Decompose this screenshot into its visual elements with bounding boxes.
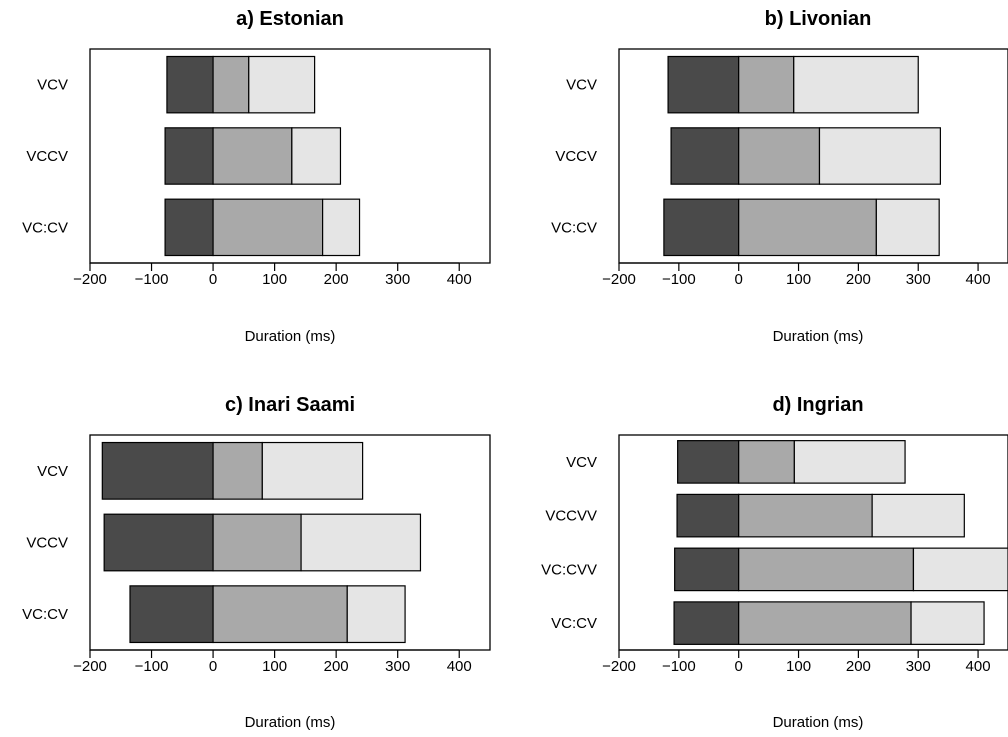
bar-vccvv-segment-2 [738,547,915,592]
bar-vccv-segment-3 [346,585,406,644]
panel-title: c) Inari Saami [225,394,355,416]
x-tick-label: 200 [324,658,349,675]
x-tick-label: 100 [786,658,811,675]
x-tick-label: 200 [846,271,871,288]
panel-3: c) Inari Saami VCV VCCV VC:CV −200 −100 0 100 20… [22,394,491,731]
x-tick-label: 300 [385,271,410,288]
x-tick-label: 300 [906,271,931,288]
bar-vcv-segment-2 [738,440,795,484]
x-tick-label: −100 [662,271,696,288]
x-tick-label: −200 [602,271,636,288]
bar-vccv-segment-2 [212,513,302,572]
category-label: VCCV [555,148,597,165]
category-label: VC:CV [551,615,597,632]
bar-vccv-segment-1 [164,127,214,185]
bar-vcv-segment-2 [738,55,795,114]
bar-vccv-segment-1 [670,127,740,185]
category-label: VCCV [26,148,68,165]
x-axis-label: Duration (ms) [773,714,864,731]
panel-title: b) Livonian [765,8,872,30]
bar-vccv-segment-2 [212,585,348,644]
x-tick-label: 400 [447,271,472,288]
bar-vccv-segment-2 [212,127,293,185]
x-tick-label: 400 [966,658,991,675]
bar-vccv-segment-3 [910,601,985,645]
panel-2: b) Livonian VCV VCCV VC:CV −200 −100 0 100 200 30… [551,8,1008,345]
bar-vcv-segment-3 [793,55,919,114]
x-tick-label: 300 [906,658,931,675]
panel-title: d) Ingrian [772,394,863,416]
panel-1: a) Estonian VCV VCCV VC:CV −200 −100 0 100 200 30… [22,8,491,345]
bar-vccvv-segment-2 [738,493,873,538]
bar-vccv-segment-2 [738,127,821,185]
x-axis-label: Duration (ms) [773,328,864,345]
category-label: VC:CVV [541,561,597,578]
bar-vccv-segment-1 [164,198,214,257]
x-tick-label: −200 [73,271,107,288]
x-tick-label: 0 [735,658,743,675]
panel-4: d) Ingrian VCV VCCVV VC:CVV VC:CV −200 −100 0 10… [541,394,1008,731]
bar-vccv-segment-2 [212,198,324,257]
x-tick-label: −100 [135,658,169,675]
x-tick-label: −100 [662,658,696,675]
bar-vccvv-segment-1 [674,547,740,592]
x-tick-label: 400 [447,658,472,675]
bar-vccv-segment-1 [129,585,214,644]
bar-vcv-segment-3 [248,55,316,114]
bar-vccv-segment-3 [322,198,361,257]
category-label: VCCV [26,535,68,552]
x-tick-label: 200 [846,658,871,675]
bar-vccv-segment-1 [673,601,740,645]
bar-vcv-segment-1 [667,55,740,114]
category-label: VCV [37,77,68,94]
category-label: VCV [566,77,597,94]
x-tick-label: 0 [209,271,217,288]
x-tick-label: 100 [262,658,287,675]
bar-vcv-segment-1 [677,440,740,484]
category-label: VCV [566,454,597,471]
x-axis-label: Duration (ms) [245,328,336,345]
bar-vcv-segment-1 [166,55,214,114]
x-axis-label: Duration (ms) [245,714,336,731]
category-label: VCV [37,463,68,480]
bar-vcv-segment-3 [261,441,364,500]
bar-vccvv-segment-1 [676,493,740,538]
x-tick-label: 300 [385,658,410,675]
bar-vccv-segment-3 [291,127,342,185]
x-tick-label: 400 [966,271,991,288]
bar-vccvv-segment-3 [912,547,1008,592]
bar-vccv-segment-1 [103,513,214,572]
bar-vcv-segment-2 [212,55,250,114]
bar-vccv-segment-1 [663,198,740,257]
bar-vccvv-segment-3 [871,493,965,538]
panel-title: a) Estonian [236,8,344,30]
bar-vcv-segment-3 [793,440,906,484]
category-label: VCCVV [545,508,597,525]
bar-vccv-segment-2 [738,198,877,257]
x-tick-label: −100 [135,271,169,288]
x-tick-label: 0 [209,658,217,675]
bar-vccv-segment-3 [875,198,940,257]
bar-vcv-segment-1 [101,441,214,500]
category-label: VC:CV [22,219,68,236]
category-label: VC:CV [551,219,597,236]
bar-vcv-segment-2 [212,441,263,500]
x-tick-label: 100 [786,271,811,288]
x-tick-label: 200 [324,271,349,288]
x-tick-label: 100 [262,271,287,288]
bar-vccv-segment-3 [300,513,422,572]
bar-vccv-segment-3 [818,127,941,185]
x-tick-label: −200 [73,658,107,675]
x-tick-label: −200 [602,658,636,675]
bar-vccv-segment-2 [738,601,912,645]
category-label: VC:CV [22,606,68,623]
x-tick-label: 0 [735,271,743,288]
